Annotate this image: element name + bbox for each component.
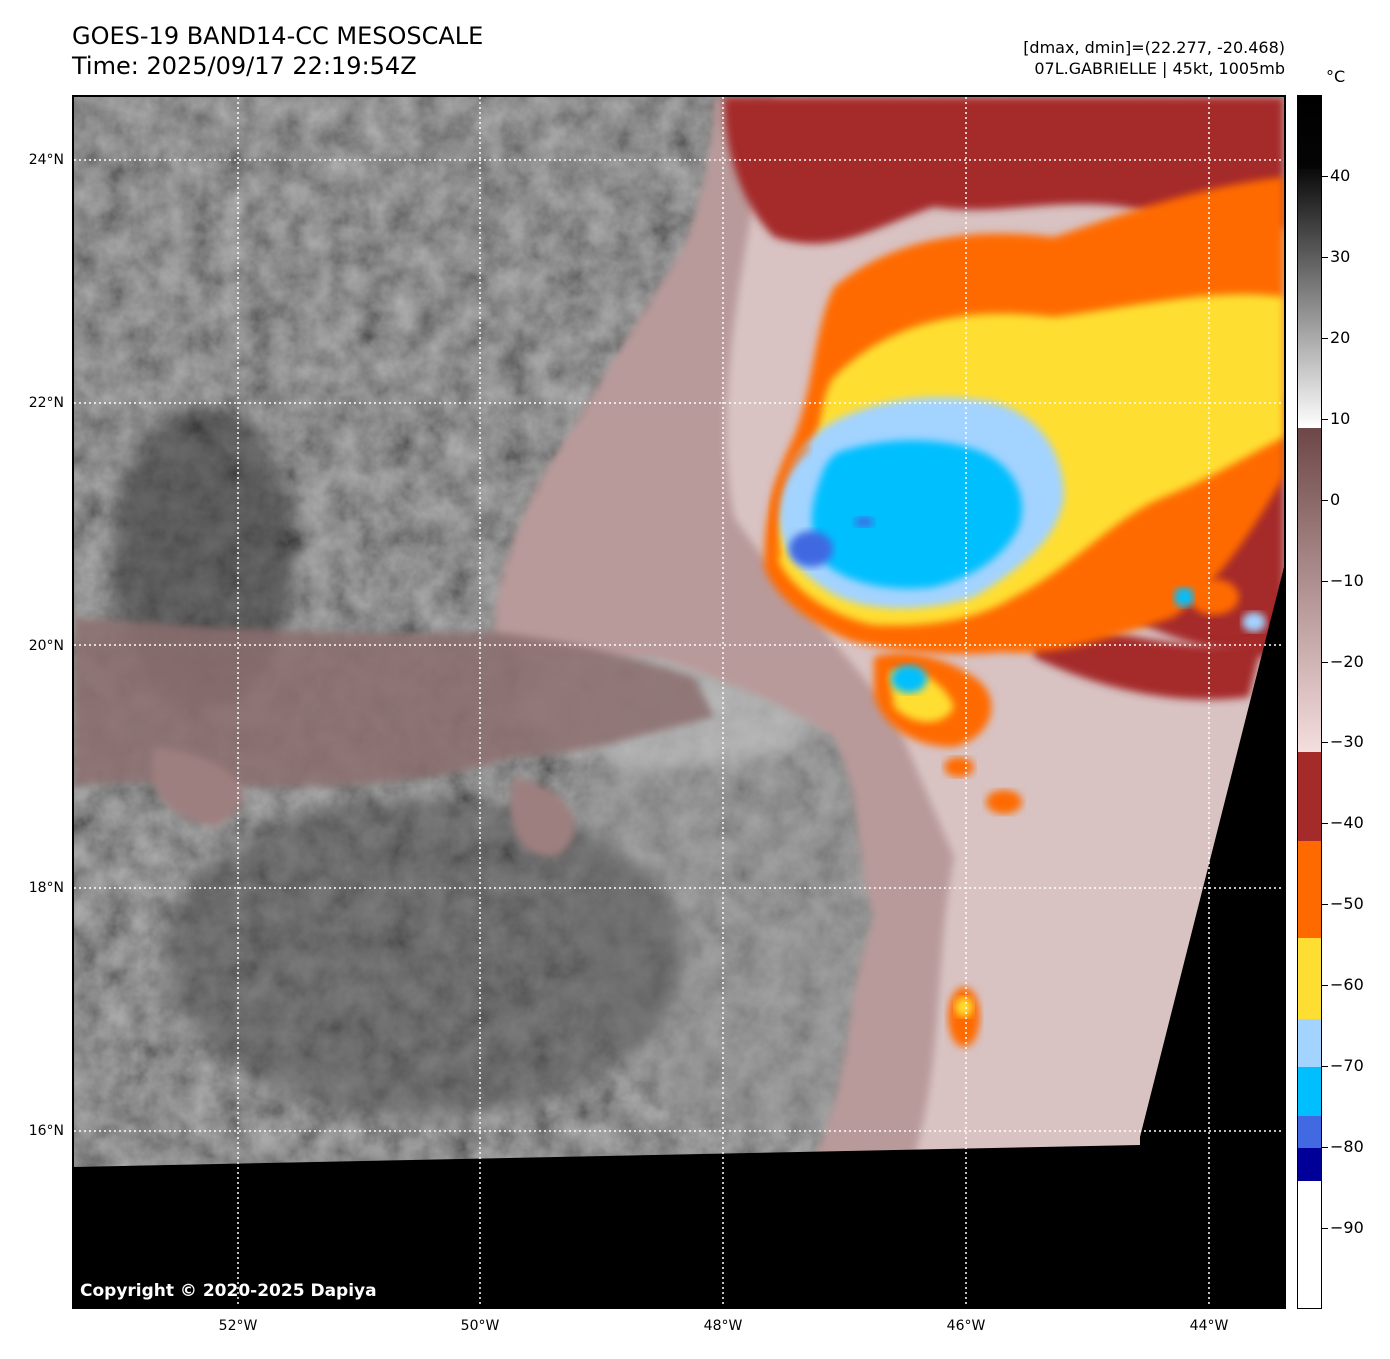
lat-label-22n: 22°N [28, 395, 64, 411]
satellite-imagery [74, 97, 1284, 1307]
colorbar-tick-label: −70 [1330, 1056, 1364, 1076]
lat-label-16n: 16°N [28, 1123, 64, 1139]
colorbar-tick [1322, 418, 1328, 420]
colorbar-tick [1322, 256, 1328, 258]
colorbar-tick-label: 0 [1330, 489, 1341, 509]
colorbar-tick [1322, 904, 1328, 906]
lon-label-48w: 48°W [703, 1318, 743, 1334]
colorbar-tick-label: 10 [1330, 408, 1351, 428]
copyright-notice: Copyright © 2020-2025 Dapiya [80, 1281, 377, 1301]
colorbar-tick-label: 20 [1330, 327, 1351, 347]
colorbar-tick [1322, 175, 1328, 177]
colorbar-segment [1298, 1180, 1321, 1308]
lat-label-20n: 20°N [28, 638, 64, 654]
colorbar-segment [1298, 1148, 1321, 1181]
colorbar-tick [1322, 580, 1328, 582]
colorbar-segment [1298, 168, 1321, 429]
colorbar-unit: °C [1326, 67, 1346, 86]
colorbar-segment [1298, 840, 1321, 939]
colorbar-tick [1322, 1066, 1328, 1068]
image-title: GOES-19 BAND14-CC MESOSCALE [72, 22, 484, 50]
colorbar-segment [1298, 1018, 1321, 1068]
colorbar-tick [1322, 661, 1328, 663]
colorbar-tick [1322, 742, 1328, 744]
colorbar-segment [1298, 751, 1321, 842]
colorbar-segment [1298, 96, 1321, 170]
lon-label-52w: 52°W [218, 1318, 258, 1334]
colorbar-tick-label: −90 [1330, 1218, 1364, 1238]
lon-label-46w: 46°W [946, 1318, 986, 1334]
colorbar-segment [1298, 427, 1321, 753]
lat-label-18n: 18°N [28, 880, 64, 896]
image-timestamp: Time: 2025/09/17 22:19:54Z [72, 52, 417, 80]
colorbar-tick [1322, 823, 1328, 825]
dmax-dmin-readout: [dmax, dmin]=(22.277, -20.468) [1023, 38, 1285, 57]
lat-label-24n: 24°N [28, 152, 64, 168]
colorbar-tick-label: −10 [1330, 570, 1364, 590]
colorbar-segment [1298, 1067, 1321, 1117]
satellite-map[interactable]: Copyright © 2020-2025 Dapiya [72, 95, 1286, 1309]
lon-label-44w: 44°W [1189, 1318, 1229, 1334]
colorbar-tick [1322, 499, 1328, 501]
colorbar-tick-label: 40 [1330, 165, 1351, 185]
colorbar-segment [1298, 1115, 1321, 1149]
colorbar-tick-label: −80 [1330, 1137, 1364, 1157]
colorbar-segment [1298, 937, 1321, 1020]
colorbar-tick [1322, 1228, 1328, 1230]
colorbar-tick [1322, 337, 1328, 339]
colorbar-tick-label: −40 [1330, 813, 1364, 833]
colorbar-tick-label: 30 [1330, 246, 1351, 266]
colorbar-tick-label: −50 [1330, 894, 1364, 914]
colorbar-tick [1322, 1147, 1328, 1149]
lon-label-50w: 50°W [460, 1318, 500, 1334]
colorbar-tick-label: −30 [1330, 732, 1364, 752]
storm-info: 07L.GABRIELLE | 45kt, 1005mb [1034, 59, 1285, 78]
temperature-colorbar [1297, 95, 1322, 1309]
colorbar-tick-label: −20 [1330, 651, 1364, 671]
colorbar-tick-label: −60 [1330, 975, 1364, 995]
colorbar-tick [1322, 985, 1328, 987]
